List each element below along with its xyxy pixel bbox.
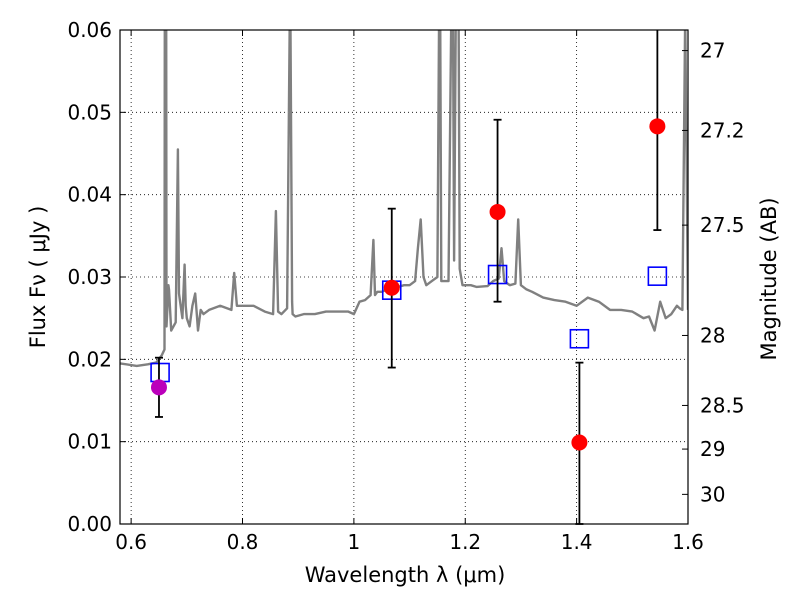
model-spectrum-line: [120, 30, 688, 368]
data-point: [571, 434, 588, 451]
model-spectrum-layer: [120, 30, 688, 368]
y2-tick-label: 27.5: [700, 213, 745, 237]
y-axis-label: Flux Fν ( μJy ): [26, 206, 50, 349]
error-bars-layer: [154, 30, 662, 525]
x-tick-labels: 0.6 0.8 1 1.2 1.4 1.6: [115, 530, 704, 554]
x-tick-label: 0.8: [227, 530, 259, 554]
x-tick-label: 1: [348, 530, 361, 554]
y2-tick-labels: 27 27.2 27.5 28 28.5 29 30: [700, 39, 745, 507]
model-square-marker: [569, 328, 590, 349]
y-tick-label: 0.02: [67, 347, 112, 371]
data-point: [383, 279, 400, 296]
y-tick-label: 0.01: [67, 430, 112, 454]
y-tick-label: 0.03: [67, 265, 112, 289]
x-axis-label: Wavelength λ (μm): [305, 563, 506, 587]
y-tick-label: 0.00: [67, 512, 112, 536]
data-point: [489, 203, 506, 220]
model-squares-layer: [150, 264, 668, 383]
y2-tick-label: 29: [700, 437, 725, 461]
x-tick-label: 1.4: [561, 530, 593, 554]
model-square-marker: [647, 266, 668, 286]
y2-axis-label: Magnitude (AB): [757, 197, 781, 360]
y2-tick-label: 27.2: [700, 118, 745, 142]
model-square-marker: [150, 362, 170, 383]
y2-tick-label: 27: [700, 39, 725, 63]
y-tick-label: 0.06: [67, 18, 112, 42]
grid: [120, 29, 689, 525]
y-tick-labels: 0.00 0.01 0.02 0.03 0.04 0.05 0.06: [67, 18, 112, 536]
y-tick-label: 0.04: [67, 183, 112, 207]
data-point: [649, 118, 666, 135]
x-tick-label: 0.6: [115, 530, 147, 554]
data-points-layer: [150, 118, 666, 451]
y-tick-label: 0.05: [67, 100, 112, 124]
x-tick-label: 1.6: [672, 530, 704, 554]
y2-tick-label: 28: [700, 323, 725, 347]
x-tick-label: 1.2: [449, 530, 481, 554]
y2-tick-label: 30: [700, 482, 725, 506]
data-point: [150, 379, 167, 396]
ticks: [120, 29, 689, 525]
y2-tick-label: 28.5: [700, 393, 745, 417]
